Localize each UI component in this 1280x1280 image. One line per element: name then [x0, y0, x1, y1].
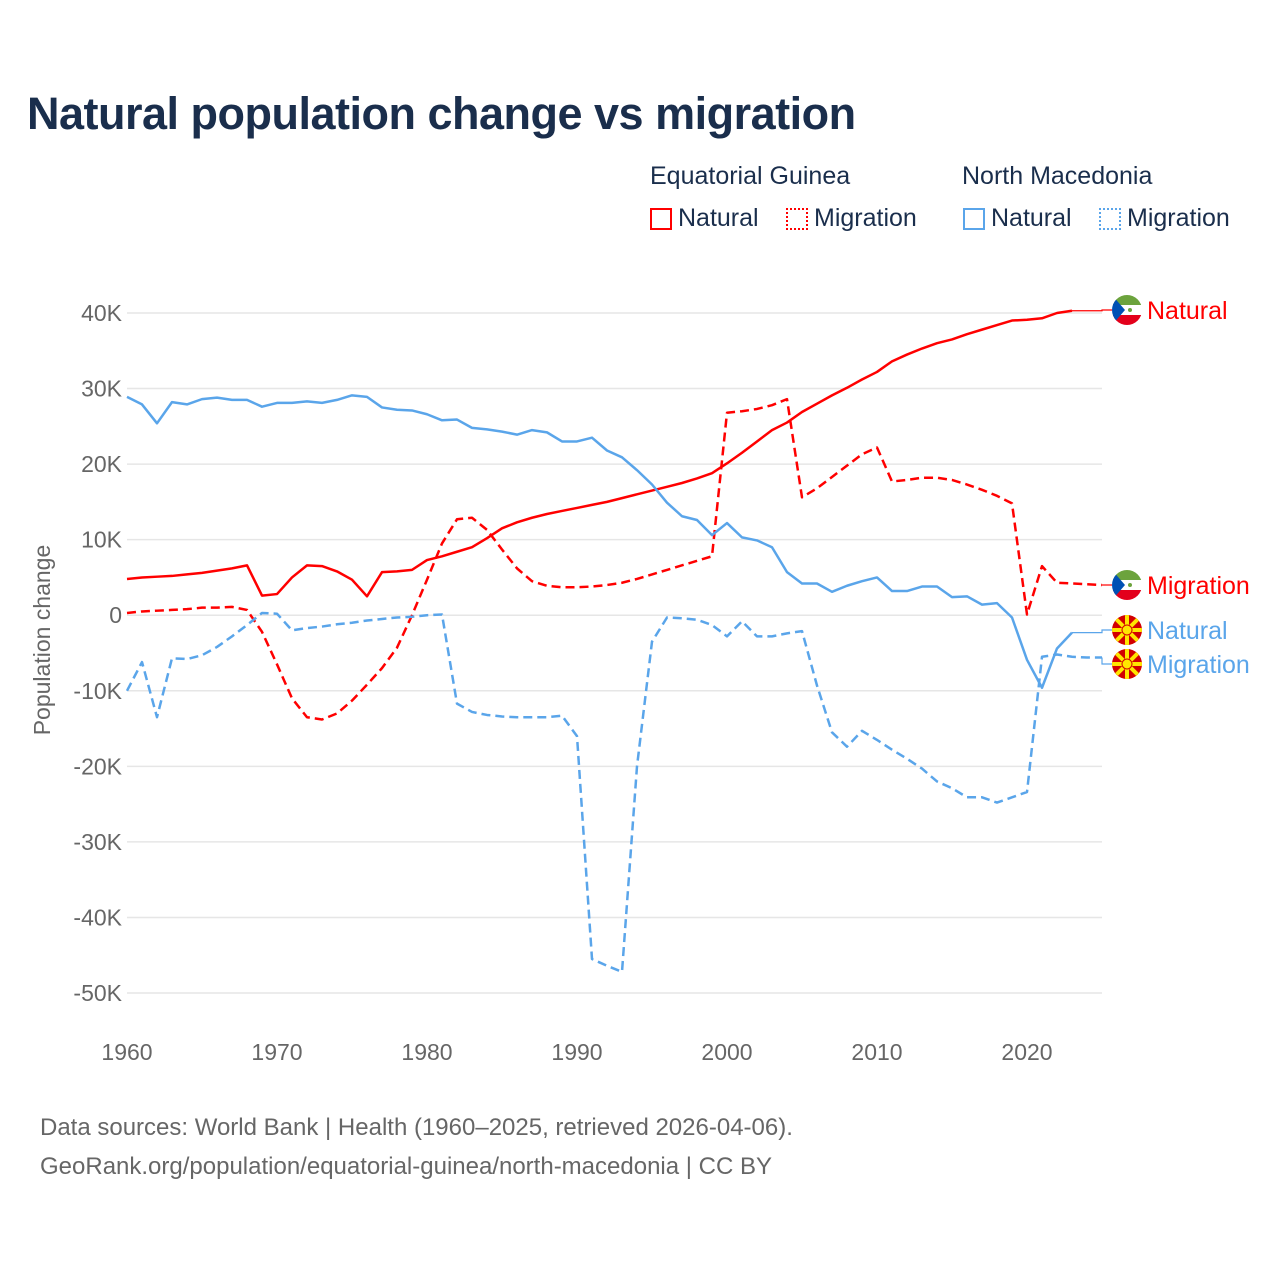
end-label-equatorial-guinea-migration: Migration: [1147, 572, 1250, 600]
legend-nm-natural[interactable]: Natural: [963, 204, 1072, 233]
series-line-north-macedonia-natural: [126, 394, 1073, 690]
chart-title: Natural population change vs migration: [27, 88, 856, 139]
legend-label: Natural: [991, 204, 1072, 232]
legend-eg-natural[interactable]: Natural: [650, 204, 759, 233]
end-label-north-macedonia-migration: Migration: [1147, 651, 1250, 679]
legend-swatch-dotted: [1099, 207, 1121, 230]
legend-label: Migration: [814, 204, 917, 232]
source-link[interactable]: GeoRank.org/population/equatorial-guinea…: [40, 1153, 773, 1180]
x-tick-label: 1970: [251, 1039, 302, 1065]
y-tick-label: 20K: [81, 451, 123, 477]
legend-nm-migration[interactable]: Migration: [1099, 204, 1230, 233]
series-line-equatorial-guinea-migration: [126, 397, 1103, 721]
y-tick-label: 10K: [81, 527, 123, 553]
source-line: Data sources: World Bank | Health (1960–…: [40, 1114, 793, 1141]
legend-swatch-solid: [650, 207, 672, 230]
x-tick-label: 1990: [551, 1039, 602, 1065]
end-label-equatorial-guinea-natural: Natural: [1147, 297, 1228, 325]
x-tick-label: 2000: [701, 1039, 752, 1065]
legend-eg-migration[interactable]: Migration: [786, 204, 917, 233]
equatorial-guinea-flag-icon: [1112, 570, 1142, 600]
legend-swatch-dotted: [786, 207, 808, 230]
label-connector: [1072, 629, 1112, 634]
x-tick-label: 1980: [401, 1039, 452, 1065]
y-tick-label: 40K: [81, 300, 123, 326]
legend-label: Migration: [1127, 204, 1230, 232]
y-tick-label: -50K: [73, 980, 122, 1006]
y-tick-label: -10K: [73, 678, 122, 704]
y-tick-label: -30K: [73, 829, 122, 855]
legend-group-north-macedonia: North Macedonia: [962, 162, 1153, 190]
legend-label: Natural: [678, 204, 759, 232]
north-macedonia-flag-icon: [1112, 649, 1142, 679]
label-connector: [1072, 309, 1112, 312]
equatorial-guinea-flag-icon: [1112, 295, 1142, 325]
end-label-north-macedonia-natural: Natural: [1147, 617, 1228, 645]
y-axis-label: Population change: [29, 545, 55, 736]
x-tick-label: 2010: [851, 1039, 902, 1065]
x-tick-label: 1960: [101, 1039, 152, 1065]
y-tick-label: -20K: [73, 753, 122, 779]
y-tick-label: 30K: [81, 376, 123, 402]
source-note: Data sources: World Bank | Health (1960–…: [40, 1108, 793, 1186]
y-tick-label: 0: [109, 602, 122, 628]
legend-group-equatorial-guinea: Equatorial Guinea: [650, 162, 851, 190]
legend-swatch-solid: [963, 207, 985, 230]
series-line-north-macedonia-migration: [125, 611, 1102, 974]
series-line-equatorial-guinea-natural: [126, 309, 1073, 598]
label-connector: [1101, 657, 1112, 665]
x-tick-label: 2020: [1001, 1039, 1052, 1065]
y-tick-label: -40K: [73, 904, 122, 930]
north-macedonia-flag-icon: [1112, 615, 1142, 645]
